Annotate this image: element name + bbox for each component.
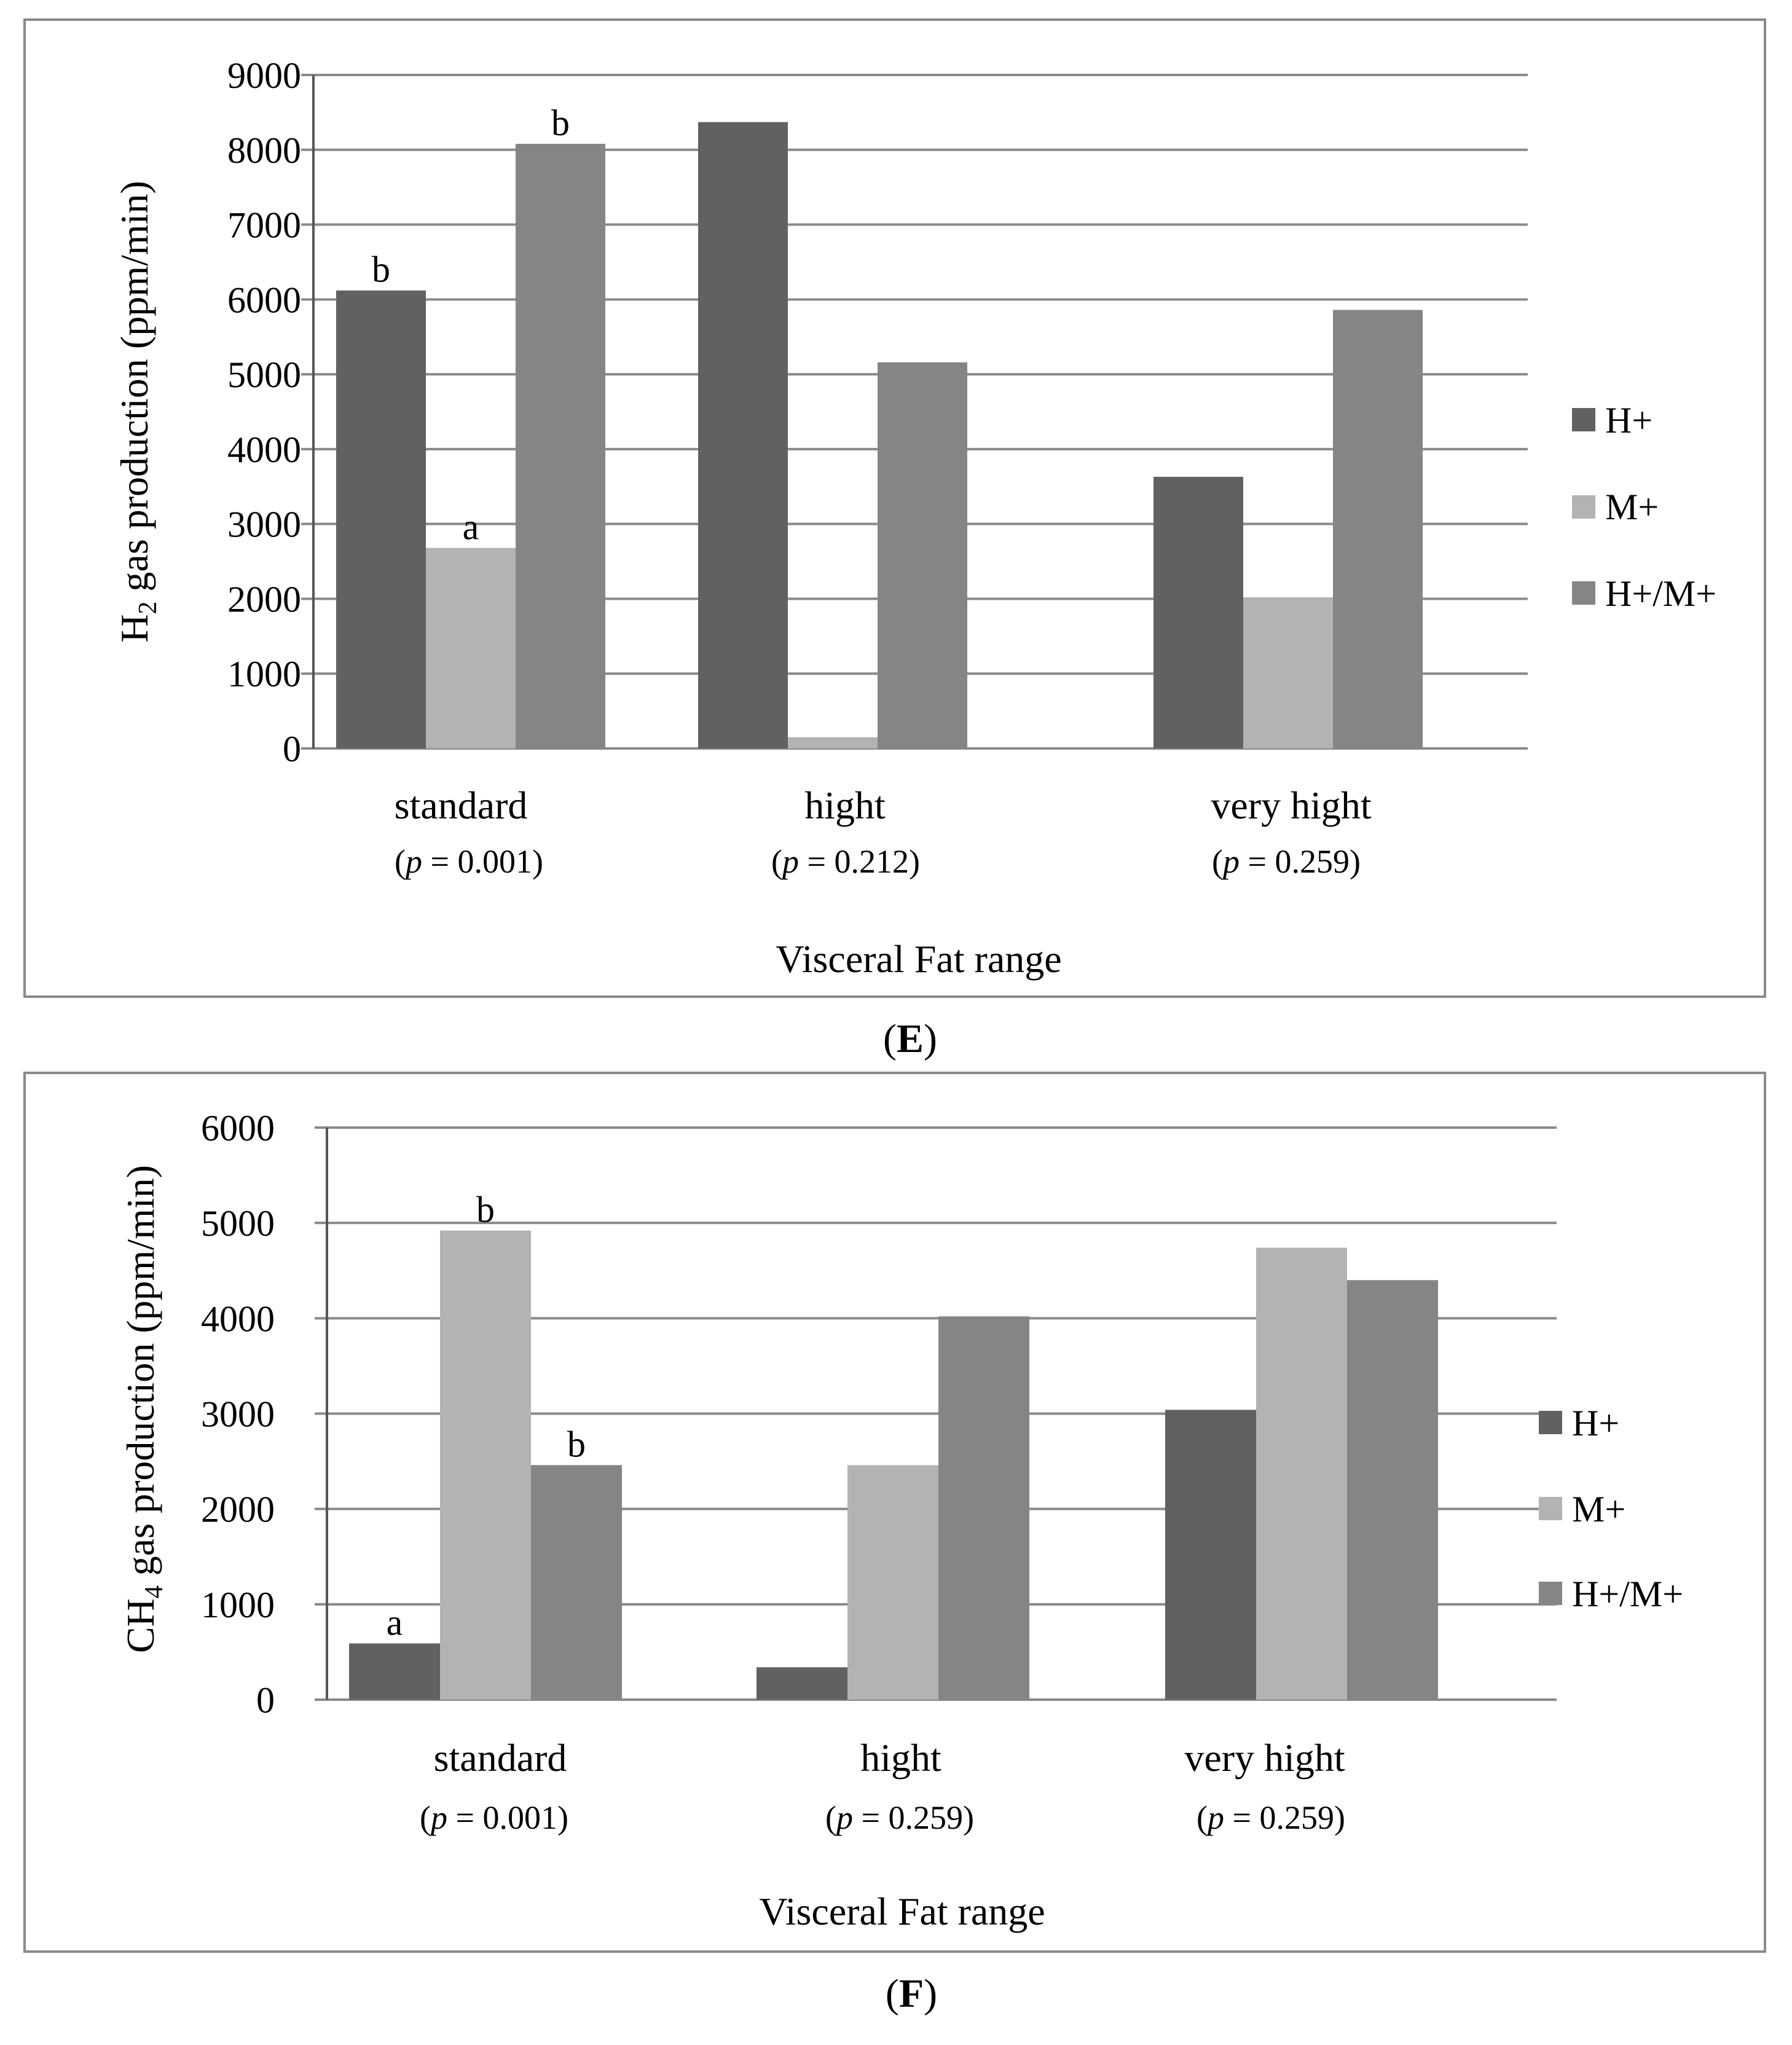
panel-e-significance-letter: b [551, 103, 570, 143]
panel-e-legend-label: H+/M+ [1605, 573, 1716, 614]
panel-e-legend-label: M+ [1605, 487, 1659, 527]
panel-e-bar [516, 144, 605, 749]
panel-f-y-ticks: 0 1000 2000 3000 4000 5000 6000 [201, 1108, 275, 1721]
panel-e-caption: (E) [883, 1016, 937, 1061]
panel-f-legend-label: H+/M+ [1572, 1574, 1683, 1614]
panel-e-y-tick-label: 3000 [227, 504, 301, 545]
panel-f-bar [756, 1667, 847, 1700]
panel-e-bar [698, 122, 788, 749]
panel-e-legend-label: H+ [1605, 400, 1652, 441]
panel-f-bar [531, 1465, 622, 1700]
panel-f-y-tick-label: 5000 [201, 1203, 275, 1244]
panel-e-annotations: b a b [372, 103, 570, 548]
panel-e-p-value: (p = 0.212) [771, 843, 920, 880]
panel-e-bar [878, 362, 967, 748]
panel-e-y-tick-label: 8000 [227, 130, 301, 171]
panel-e-y-axis-title: H2 gas production (ppm/min) [112, 181, 162, 643]
panel-e-category-label: standard [395, 783, 528, 827]
panel-f-bar [349, 1643, 440, 1700]
panel-e-p-value: (p = 0.001) [395, 843, 543, 880]
panel-f-y-tick-label: 4000 [201, 1298, 275, 1339]
panel-f-significance-letter: b [476, 1190, 495, 1230]
panel-f-bar [1256, 1247, 1347, 1700]
panel-e-y-tick-label: 4000 [227, 430, 301, 470]
panel-f-y-tick-label: 3000 [201, 1394, 275, 1435]
panel-f-legend-label: H+ [1572, 1403, 1619, 1443]
panel-f-y-axis-title: CH4 gas production (ppm/min) [119, 1165, 168, 1653]
panel-e-significance-letter: b [372, 249, 390, 290]
panel-e-y-tick-label: 1000 [227, 654, 301, 694]
panel-f-p-value: (p = 0.259) [825, 1799, 974, 1836]
panel-e-bar [788, 737, 878, 748]
panel-f-legend-swatch [1539, 1497, 1562, 1520]
panel-f-bar [1165, 1410, 1256, 1700]
panel-f-bar [440, 1230, 531, 1700]
panel-f-legend-swatch [1539, 1582, 1562, 1605]
panel-f-y-tick-label: 6000 [201, 1108, 275, 1148]
panel-f-category-label: hight [860, 1736, 941, 1780]
panel-f-category-label: very hight [1184, 1736, 1345, 1780]
panel-f-p-value: (p = 0.259) [1197, 1799, 1345, 1836]
panel-e-y-tick-label: 5000 [227, 355, 301, 395]
panel-e-bar [1243, 597, 1333, 748]
panel-e-legend-swatch [1572, 495, 1595, 519]
panel-f-y-tick-label: 0 [256, 1680, 275, 1721]
panel-e-legend-swatch [1572, 408, 1595, 431]
panel-f-bar [847, 1465, 938, 1700]
panel-f-x-axis-title: Visceral Fat range [759, 1890, 1045, 1933]
panel-e-bar [1153, 476, 1243, 748]
panel-e-significance-letter: a [463, 507, 479, 548]
panel-f-category-label: standard [434, 1736, 567, 1780]
panel-f-y-tick-label: 2000 [201, 1490, 275, 1530]
panel-e-bar [336, 290, 426, 749]
panel-e-bar [426, 548, 516, 748]
panel-f: 0 1000 2000 3000 4000 5000 6000 a b b standard h… [23, 1072, 1766, 1953]
panel-f-significance-letter: a [387, 1602, 403, 1643]
panel-e-legend-swatch [1572, 581, 1595, 605]
panel-e-x-axis-title: Visceral Fat range [776, 937, 1061, 981]
panel-e-legend: H+ M+ H+/M+ [1572, 400, 1716, 614]
panel-e-bars [336, 122, 1423, 749]
panel-f-caption: (F) [886, 1971, 937, 2016]
panel-e: 0 1000 2000 3000 4000 5000 6000 7000 8000 9000 b a… [23, 18, 1766, 998]
panel-e-p-value: (p = 0.259) [1212, 843, 1361, 880]
panel-e-y-tick-label: 6000 [227, 280, 301, 320]
panel-e-y-ticks: 0 1000 2000 3000 4000 5000 6000 7000 8000 9000 [227, 55, 301, 769]
panel-e-y-tick-label: 0 [283, 729, 301, 769]
panel-f-bar [938, 1316, 1029, 1700]
panel-f-legend-label: M+ [1572, 1489, 1625, 1529]
panel-e-y-tick-label: 9000 [227, 55, 301, 96]
panel-e-y-tick-label: 2000 [227, 579, 301, 619]
panel-e-category-label: very hight [1211, 783, 1372, 827]
panel-e-y-tick-label: 7000 [227, 205, 301, 246]
panel-f-legend: H+ M+ H+/M+ [1539, 1403, 1683, 1614]
panel-f-annotations: a b b [387, 1190, 586, 1643]
panel-e-category-label: hight [804, 783, 886, 827]
panel-f-bars [349, 1230, 1438, 1700]
panel-f-legend-swatch [1539, 1411, 1562, 1434]
panel-e-bar [1333, 310, 1423, 749]
panel-f-significance-letter: b [567, 1424, 586, 1464]
panel-f-p-value: (p = 0.001) [420, 1799, 568, 1836]
panel-f-y-tick-label: 1000 [201, 1585, 275, 1625]
panel-f-bar [1347, 1280, 1438, 1700]
